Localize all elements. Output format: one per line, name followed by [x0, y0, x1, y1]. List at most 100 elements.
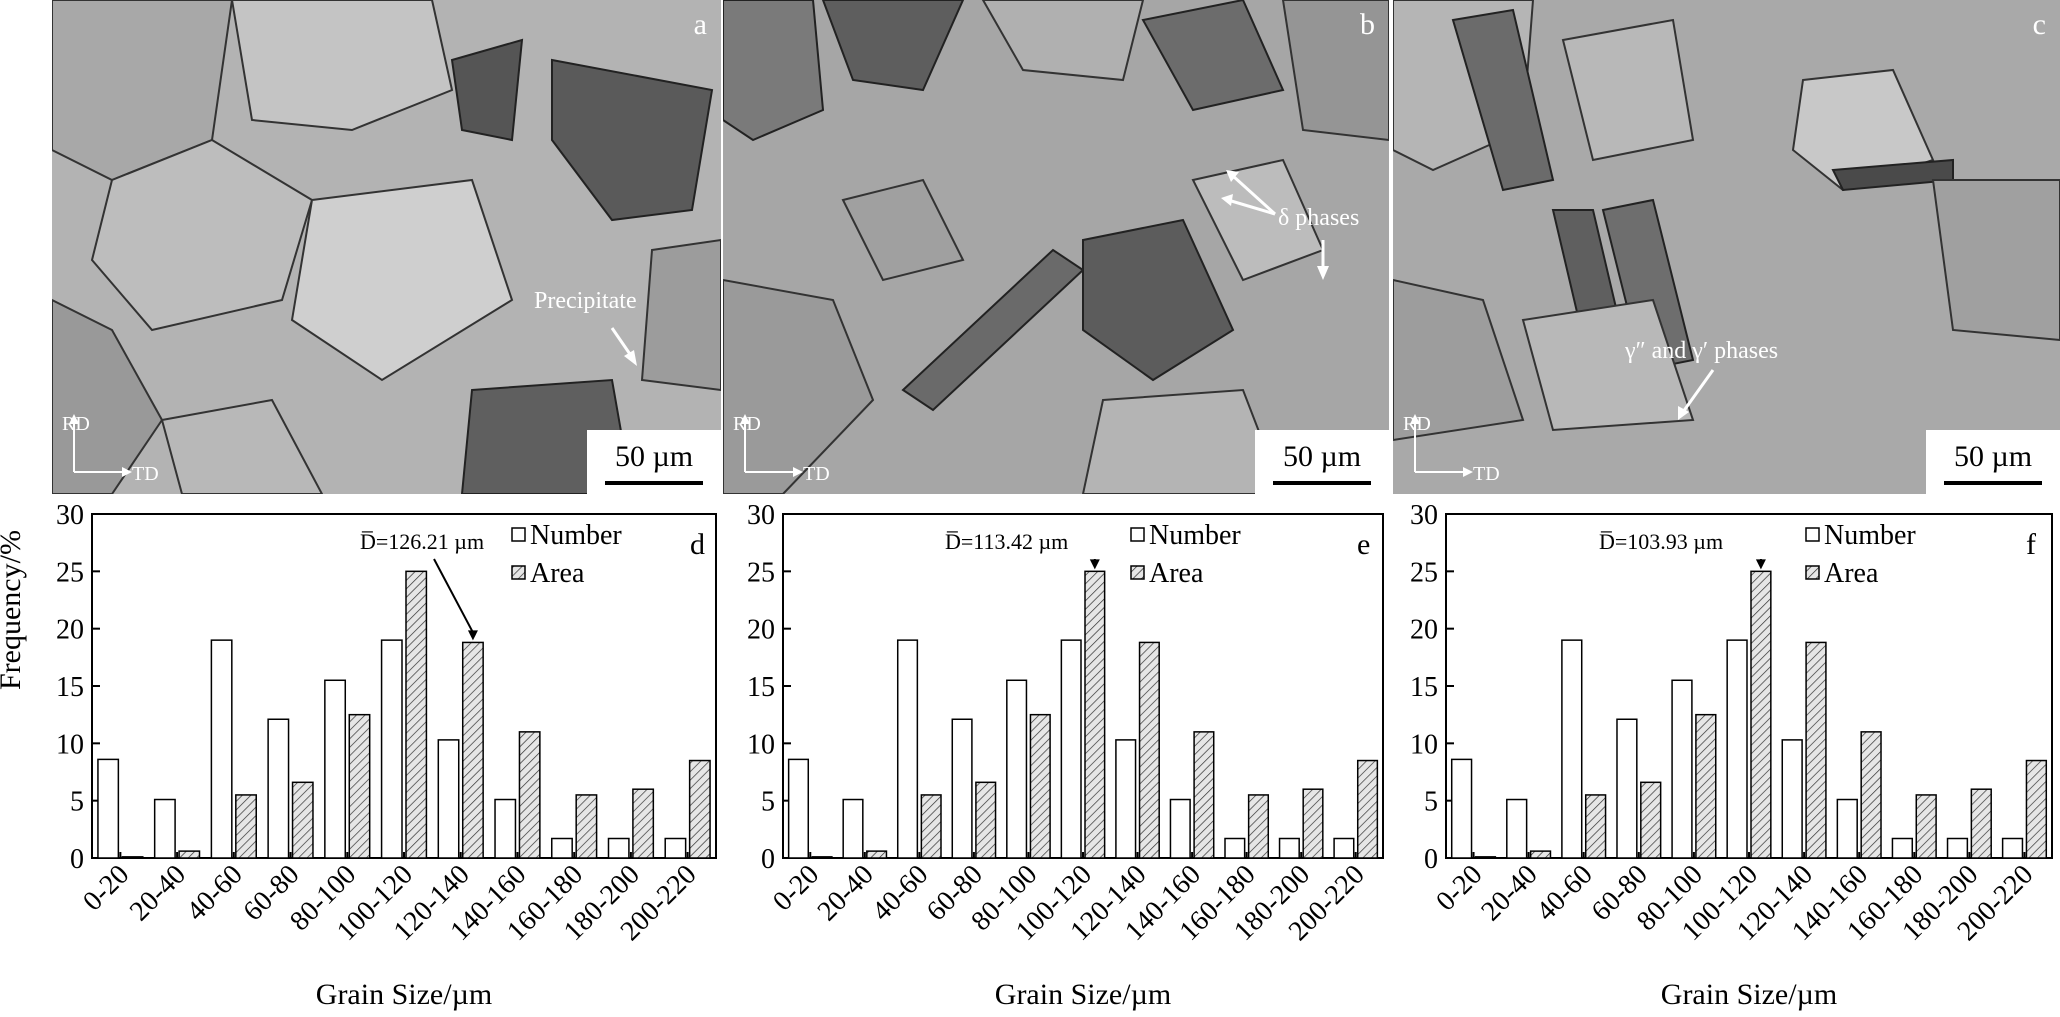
bar-number	[664, 837, 687, 859]
legend-swatch-number	[1130, 527, 1145, 542]
x-tick-label: 20-40	[124, 859, 192, 927]
bar-number	[324, 679, 347, 859]
x-axis-label: Grain Size/µm	[995, 978, 1171, 1011]
bar-number	[896, 639, 919, 859]
bar-area	[405, 570, 428, 859]
bar-area	[1860, 731, 1882, 859]
bar-number	[153, 798, 176, 859]
bar-area	[1474, 856, 1497, 859]
rd-label-a: RD	[62, 413, 90, 435]
bar-number	[1561, 639, 1583, 859]
bar-number	[1115, 739, 1137, 859]
histogram-e-svg: 0510152025300-2020-4040-6060-8080-100100…	[747, 500, 1384, 1011]
bar-number	[1333, 837, 1355, 859]
micrograph-b-image	[723, 0, 1389, 494]
y-tick-label: 30	[1410, 500, 1438, 531]
micrograph-b: b δ phases RD TD 50 µm	[723, 0, 1389, 494]
plot-frame	[91, 513, 717, 859]
annotation-arrowhead	[1089, 559, 1100, 570]
scalebar-a: 50 µm	[587, 430, 721, 494]
y-tick-label: 15	[1410, 672, 1438, 703]
bar-number	[210, 639, 233, 859]
bar-area	[348, 713, 371, 859]
bar-number	[267, 718, 290, 859]
bar-area	[235, 794, 257, 859]
x-tick-label: 40-60	[866, 859, 934, 927]
precipitate-arrow	[69, 327, 637, 477]
bar-number	[1060, 639, 1082, 859]
legend-label-area: Area	[1149, 558, 1204, 589]
legend-label-area: Area	[530, 558, 585, 589]
histogram-f: 0 5 10 15 20 25 30 0-20 20-40 40-60 60-80 80-100 100…	[1391, 494, 2060, 1017]
y-tick-label: 15	[56, 672, 84, 703]
y-tick-label: 20	[747, 615, 775, 646]
bar-area	[1356, 759, 1379, 859]
x-tick-label: 20-40	[1475, 859, 1543, 927]
bar-area	[1750, 570, 1772, 859]
bar-area	[291, 781, 314, 859]
gamma-phases-arrow	[1410, 369, 1715, 477]
td-label-a: TD	[132, 463, 159, 485]
precipitate-label: Precipitate	[534, 288, 637, 314]
scalebar-line-a	[605, 481, 703, 485]
legend-swatch-area	[1130, 565, 1145, 580]
bar-area	[575, 794, 598, 859]
x-tick-label: 40-60	[1531, 859, 1599, 927]
x-tick-label: 40-60	[181, 859, 249, 927]
y-tick-label: 30	[56, 500, 84, 531]
y-tick-label: 10	[1410, 729, 1438, 760]
y-tick-label: 10	[747, 729, 775, 760]
micrograph-c-image	[1393, 0, 2060, 494]
bar-area	[1029, 713, 1051, 859]
x-axis-label: Grain Size/µm	[1661, 978, 1837, 1011]
bar-area	[811, 856, 833, 859]
bar-area	[1138, 641, 1160, 859]
y-tick-label: 20	[1410, 615, 1438, 646]
legend-swatch-number	[1805, 527, 1820, 542]
bar-number	[1671, 679, 1693, 859]
td-label-c: TD	[1473, 463, 1500, 485]
bar-number	[1616, 718, 1638, 859]
y-tick-label: 5	[70, 787, 84, 818]
y-tick-label: 0	[70, 844, 84, 875]
y-tick-label: 20	[56, 615, 84, 646]
rd-label-b: RD	[733, 413, 761, 435]
bar-number	[1781, 739, 1803, 859]
bar-number	[1946, 837, 1969, 859]
bar-number	[97, 758, 120, 859]
bar-number	[551, 837, 573, 859]
plot-frame	[1445, 513, 2053, 859]
gamma-phases-label: γ″ and γ′ phases	[1625, 338, 1779, 364]
y-tick-label: 10	[56, 729, 84, 760]
histogram-e: 0 5 10 15 20 25 30 0-20 20-40 40-60 60-80 80-100 100…	[725, 494, 1391, 1017]
bar-number	[1836, 798, 1858, 859]
x-tick-label: 20-40	[812, 859, 880, 927]
bar-number	[1169, 798, 1191, 859]
bar-area	[178, 850, 201, 859]
bar-number	[437, 739, 460, 859]
y-tick-label: 0	[761, 844, 775, 875]
bar-number	[607, 837, 630, 859]
y-tick-label: 5	[761, 787, 775, 818]
bar-area	[1970, 788, 1992, 859]
legend-label-area: Area	[1824, 558, 1879, 589]
bar-number	[2001, 837, 2024, 859]
bar-area	[1915, 794, 1937, 859]
y-tick-label: 25	[747, 557, 775, 588]
annotation-arrow	[433, 558, 474, 633]
legend-swatch-number	[511, 527, 526, 542]
y-tick-label: 0	[1424, 844, 1438, 875]
delta-phases-label: δ phases	[1278, 205, 1360, 231]
micrograph-a: a Precipitate RD TD 50 µm	[52, 0, 721, 494]
bar-number	[1450, 758, 1473, 859]
td-label-b: TD	[803, 463, 830, 485]
bar-number	[1726, 639, 1748, 859]
delta-phases-arrows	[740, 170, 1329, 477]
bar-area	[866, 850, 888, 859]
bar-area	[461, 641, 484, 859]
bar-area	[1084, 570, 1106, 859]
histogram-f-svg: 0510152025300-2020-4040-6060-8080-100100…	[1410, 500, 2053, 1011]
plot-frame	[782, 513, 1384, 859]
mean-diameter-annotation: D̅=113.42 µm	[945, 529, 1068, 554]
x-axis-label: Grain Size/µm	[316, 978, 492, 1011]
